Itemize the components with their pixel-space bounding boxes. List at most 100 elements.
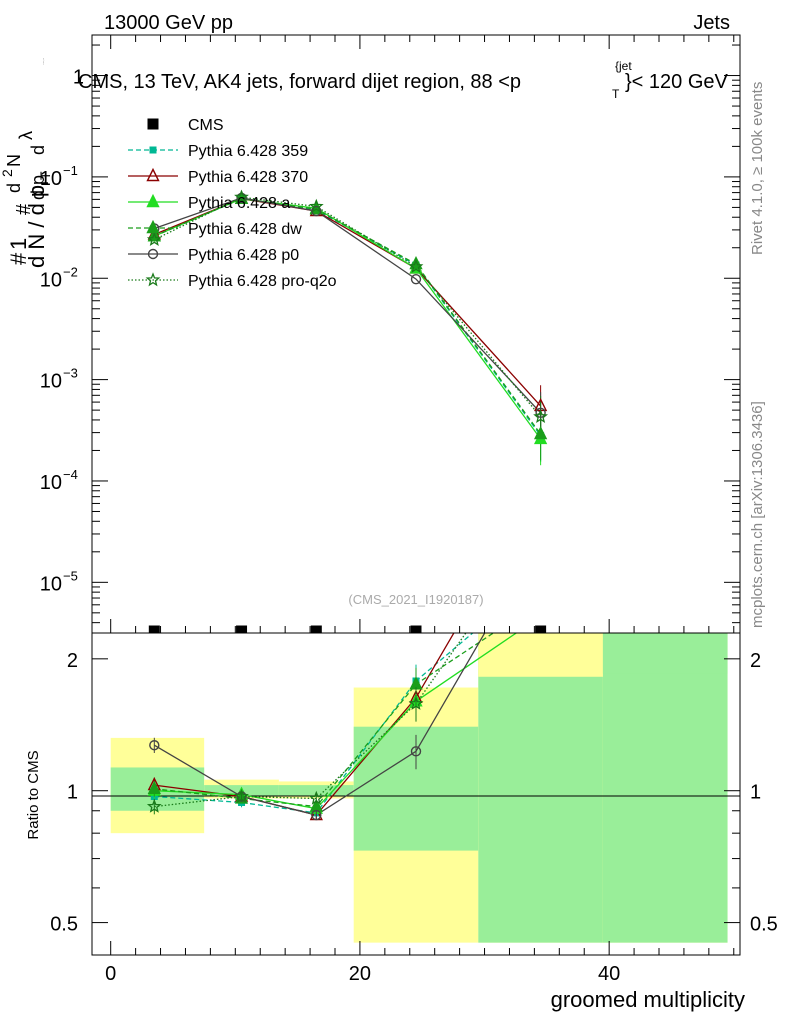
data-point [236, 625, 248, 633]
x-tick-label: 40 [598, 963, 620, 985]
main-ylabel: # 1 d N / d p T # d 2 N d p d λ 1/N dN/d… [0, 58, 53, 268]
ratio-series-point [408, 695, 424, 710]
svg-text:#: # [13, 203, 35, 215]
ratio-series-point [410, 746, 422, 757]
svg-text:d N / d p: d N / d p [24, 185, 49, 268]
y-tick-label-main: 1 [73, 67, 84, 89]
y-tick-label-ratio-right: 0.5 [750, 914, 778, 936]
svg-text:−5: −5 [63, 568, 78, 583]
legend-marker [145, 272, 161, 287]
energy-label: 13000 GeV pp [104, 12, 233, 34]
svg-text:10: 10 [40, 371, 62, 393]
ratio-series-point [308, 790, 324, 805]
ratio-panel: 0.5 0.5 1 1 2 2 [50, 632, 778, 956]
plot-title: CMS, 13 TeV, AK4 jets, forward dijet reg… [78, 59, 729, 101]
y-tick-label-main: 10 −5 [40, 568, 78, 595]
main-ylabel-text: 1/N dN/dp_T dλ [43, 58, 45, 65]
svg-text:10: 10 [40, 168, 62, 190]
legend-marker [146, 219, 160, 234]
legend-entry: Pythia 6.428 370 [128, 167, 308, 186]
svg-text:−4: −4 [63, 467, 78, 482]
main-panel: 10 −510 −410 −310 −210 −11 [40, 34, 741, 634]
main-series-point [234, 189, 249, 204]
data-point [410, 625, 422, 633]
svg-text:d: d [4, 183, 24, 193]
x-tick-label: 0 [105, 963, 116, 985]
ratio-series-point [147, 780, 161, 795]
title-main: CMS, 13 TeV, AK4 jets, forward dijet reg… [78, 71, 521, 93]
svg-text:1: 1 [73, 67, 84, 89]
svg-text:10: 10 [40, 269, 62, 291]
y-tick-label-ratio: 0.5 [50, 914, 78, 936]
legend-marker [149, 146, 157, 154]
data-point [535, 625, 547, 633]
main-series-point [535, 407, 546, 419]
ratio-series-point [409, 676, 423, 690]
main-series-point [308, 198, 324, 213]
y-tick-label-main: 10 −2 [40, 264, 78, 291]
ratio-series-point [234, 788, 249, 803]
svg-text:λ: λ [16, 131, 36, 140]
main-series-point [533, 408, 548, 424]
legend: CMS Pythia 6.428 359 Pythia 6.428 370 Pythi… [128, 117, 337, 290]
main-series-point [533, 426, 548, 440]
svg-text:−2: −2 [63, 264, 78, 279]
ratio-series-point [146, 798, 162, 813]
ratio-band-inner [602, 633, 728, 674]
legend-label: Pythia 6.428 p0 [188, 247, 299, 264]
legend-label-cms: CMS [188, 117, 224, 134]
data-point [148, 625, 160, 633]
legend-label: Pythia 6.428 pro-q2o [188, 273, 337, 290]
title-subscript: T [612, 87, 620, 101]
legend-label: Pythia 6.428 359 [188, 143, 308, 160]
svg-text:1: 1 [6, 238, 31, 250]
analysis-watermark: (CMS_2021_I1920187) [348, 592, 483, 607]
rivet-label: Rivet 4.1.0, ≥ 100k events [749, 82, 766, 255]
legend-entry: Pythia 6.428 p0 [128, 247, 299, 264]
main-series-point [311, 205, 322, 217]
svg-text:T: T [37, 171, 53, 180]
title-end: }< 120 GeV [625, 71, 729, 93]
legend-label: Pythia 6.428 a [188, 195, 290, 212]
svg-text:d p: d p [28, 175, 48, 200]
svg-text:N: N [4, 154, 24, 167]
y-tick-label-ratio-right: 2 [750, 650, 761, 672]
legend-entry: Pythia 6.428 359 [128, 143, 308, 160]
svg-text:d: d [28, 145, 48, 155]
legend-marker [146, 167, 160, 182]
ratio-band-inner [478, 633, 603, 943]
legend-entry: Pythia 6.428 dw [128, 219, 302, 238]
x-axis-label: groomed multiplicity [551, 987, 745, 1012]
legend-marker [146, 193, 160, 208]
legend-label: Pythia 6.428 370 [188, 169, 308, 186]
mcplots-label: mcplots.cern.ch [arXiv:1306.3436] [749, 401, 766, 628]
y-tick-label-ratio-right: 1 [750, 782, 761, 804]
ratio-series-point [149, 740, 160, 751]
ratio-series-line [154, 633, 467, 808]
title-superscript: {jet [615, 59, 632, 73]
y-tick-label-main: 10 −3 [40, 366, 78, 393]
main-series-point [410, 273, 422, 285]
ratio-band-outer [478, 633, 603, 677]
svg-text:10: 10 [40, 573, 62, 595]
main-series-point [236, 192, 247, 204]
y-tick-label-main: 10 −1 [40, 163, 78, 190]
y-tick-label-ratio: 2 [67, 650, 78, 672]
main-series-point [408, 258, 424, 274]
svg-text:10: 10 [40, 472, 62, 494]
y-tick-label-ratio: 1 [67, 782, 78, 804]
ratio-series-point [311, 809, 322, 821]
data-point [310, 625, 322, 633]
legend-entry-cms: CMS [147, 117, 224, 134]
legend-entry: Pythia 6.428 pro-q2o [128, 272, 337, 290]
jets-label: Jets [693, 12, 730, 34]
svg-text:2: 2 [0, 169, 15, 177]
x-tick-label: 20 [349, 963, 371, 985]
svg-text:−1: −1 [63, 163, 78, 178]
ratio-band-inner [602, 633, 728, 943]
svg-text:#: # [6, 252, 31, 265]
legend-entry: Pythia 6.428 a [128, 193, 290, 212]
legend-label: Pythia 6.428 dw [188, 221, 302, 238]
y-tick-label-main: 10 −4 [40, 467, 78, 494]
